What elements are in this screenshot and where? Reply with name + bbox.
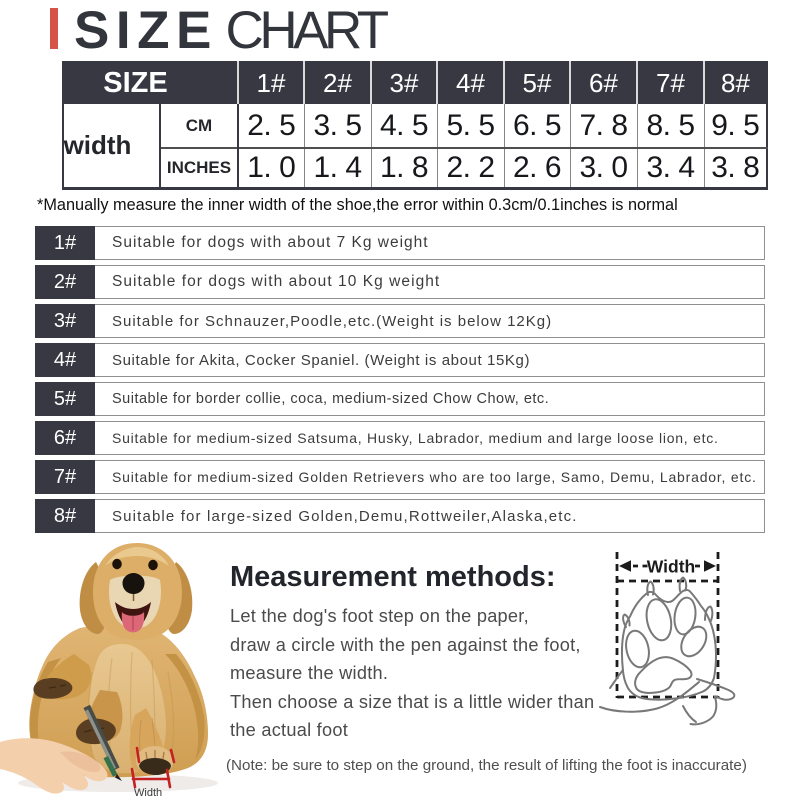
svg-text:Width: Width	[647, 557, 695, 577]
